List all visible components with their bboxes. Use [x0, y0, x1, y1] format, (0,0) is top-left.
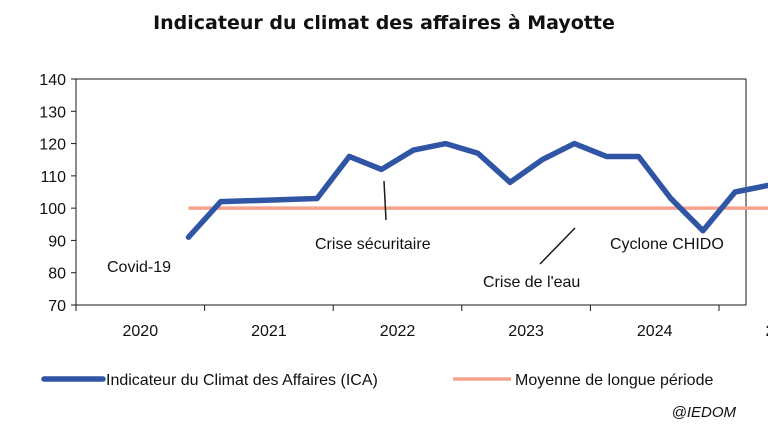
legend-label-average: Moyenne de longue période [515, 372, 713, 389]
x-tick-label-2021: 2021 [251, 323, 287, 340]
plot-frame [75, 78, 747, 306]
y-tick-label: 70 [48, 298, 66, 315]
x-tick-label-2022: 2022 [380, 323, 416, 340]
annotation-crise-eau: Crise de l'eau [483, 274, 580, 291]
y-tick-label: 130 [39, 104, 66, 121]
x-tick-label-2020: 2020 [123, 323, 159, 340]
legend-label-ica: Indicateur du Climat des Affaires (ICA) [106, 372, 378, 389]
y-tick-label: 140 [39, 72, 66, 89]
y-tick-label: 80 [48, 266, 66, 283]
chart-title: Indicateur du climat des affaires à Mayo… [153, 12, 615, 34]
annotation-crise-securitaire: Crise sécuritaire [315, 236, 431, 253]
annotation-cyclone-chido: Cyclone CHIDO [610, 236, 724, 253]
y-tick-label: 110 [40, 169, 66, 186]
x-tick-label-2023: 2023 [508, 323, 544, 340]
x-tick-label-2025: 2025 [766, 323, 768, 340]
x-tick-label-2024: 2024 [637, 323, 673, 340]
legend: Indicateur du Climat des Affaires (ICA) … [41, 372, 713, 389]
annotation-covid-19: Covid-19 [107, 259, 171, 276]
annotation-pointer-crise-securitaire [383, 180, 387, 221]
source-credit: @IEDOM [671, 404, 736, 421]
y-tick-label: 120 [39, 137, 66, 154]
annotation-pointer-crise-eau [539, 227, 576, 265]
y-tick-label: 90 [48, 233, 66, 250]
y-tick-label: 100 [39, 201, 66, 218]
series-line-ica [185, 140, 768, 240]
